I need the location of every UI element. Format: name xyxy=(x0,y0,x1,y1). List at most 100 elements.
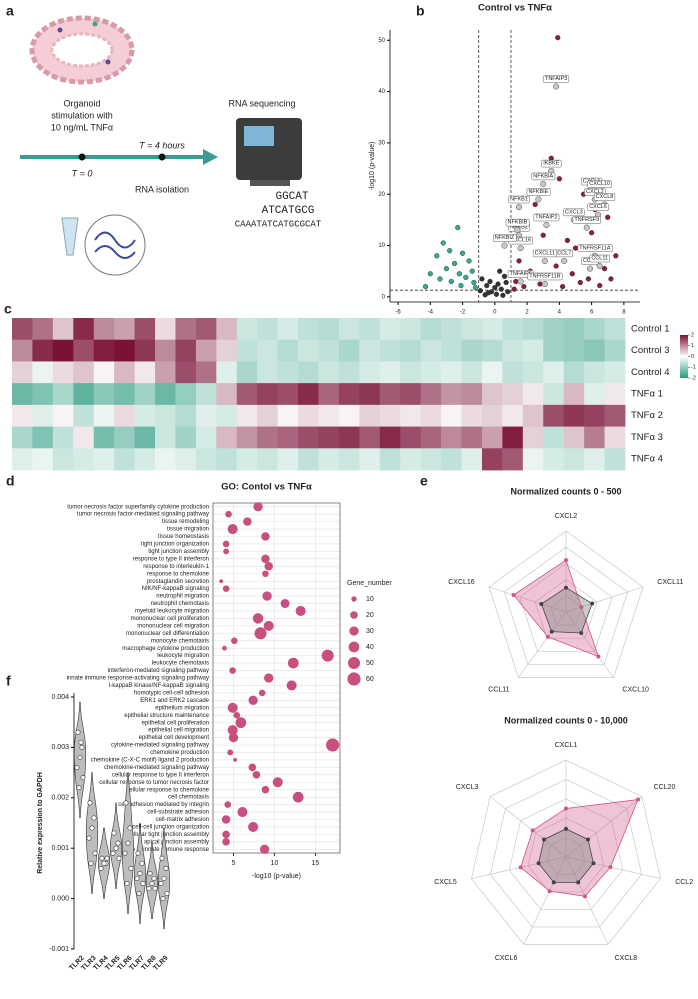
point xyxy=(77,754,83,760)
point xyxy=(136,891,142,897)
grid-ring xyxy=(471,759,661,945)
point xyxy=(521,284,527,290)
heatmap-cell xyxy=(338,383,360,406)
y-tick-label: 20 xyxy=(378,192,385,198)
grid-ring xyxy=(550,595,582,626)
heatmap-cell xyxy=(93,361,115,384)
colorbar-tick-label: -2 xyxy=(691,375,696,381)
legend-dot xyxy=(349,626,359,636)
dot xyxy=(233,711,241,719)
heatmap-cell xyxy=(73,448,95,471)
heatmap-cell xyxy=(216,361,238,384)
heatmap-cell xyxy=(175,404,197,427)
label-box xyxy=(493,234,517,242)
chart-title: Normalized counts 0 - 10,000 xyxy=(504,715,628,725)
category-label: tight junction organization xyxy=(141,542,209,548)
heatmap-cell xyxy=(257,361,279,384)
timepoint xyxy=(78,153,86,161)
dot xyxy=(295,605,306,617)
radar-area xyxy=(540,587,593,634)
plot-frame xyxy=(212,502,341,854)
radar-vertex xyxy=(536,861,541,866)
heatmap-cell xyxy=(175,361,197,384)
dot xyxy=(248,763,257,772)
y-tick-label: 10 xyxy=(378,243,385,249)
heatmap-cell xyxy=(359,361,381,384)
heatmap-cell xyxy=(134,448,156,471)
y-axis-label: Relative expression to GAPDH xyxy=(37,772,44,874)
heatmap-cell xyxy=(420,448,442,471)
grid-ring xyxy=(534,579,598,639)
point-label: CXCL10 xyxy=(589,181,610,187)
point-label: TNFAIP6 xyxy=(509,271,531,277)
colorbar-tick-label: 2 xyxy=(691,332,694,338)
point xyxy=(151,875,157,881)
point-label: IKBKE xyxy=(543,161,560,167)
point-label: TNFRSF11A xyxy=(579,245,610,251)
chart-title: GO: Contol vs TNFα xyxy=(221,482,312,493)
heatmap-cell xyxy=(502,318,524,341)
point xyxy=(485,290,491,296)
sequence-text: ATCATGCG xyxy=(262,205,315,217)
dot xyxy=(264,673,274,683)
heatmap-cell xyxy=(175,318,197,341)
radar-vertex xyxy=(596,654,601,659)
heatmap-cell xyxy=(318,361,340,384)
radar-vertex xyxy=(549,629,554,634)
heatmap-cell xyxy=(420,404,442,427)
category-label: homotypic cell-cell adhesion xyxy=(134,690,209,696)
heatmap-cell xyxy=(318,383,340,406)
point xyxy=(537,281,543,287)
point xyxy=(477,288,483,294)
category-label: cell-substrate adhesion xyxy=(147,810,209,816)
heatmap-cell xyxy=(318,404,340,427)
grid-ring xyxy=(489,779,643,928)
legend-title: Gene_number xyxy=(347,580,392,587)
spoke xyxy=(565,856,661,879)
category-label: tight junction assembly xyxy=(148,549,209,555)
y-tick-label: 0.001 xyxy=(51,845,69,852)
heatmap-cell xyxy=(522,339,544,362)
heatmap-cell xyxy=(522,426,544,449)
radar-vertex xyxy=(591,861,596,866)
category-label: activation of innate immune response xyxy=(110,847,210,853)
zoom-circle xyxy=(84,214,146,276)
heatmap-cell xyxy=(502,339,524,362)
point xyxy=(134,875,140,881)
radar-vertex xyxy=(608,865,613,870)
tube xyxy=(61,217,79,256)
heatmap-cell xyxy=(114,426,135,449)
heatmap-cell xyxy=(93,448,115,471)
schematic-text: T = 4 hours xyxy=(139,140,185,150)
radar-vertex xyxy=(585,837,590,842)
timeline-arrow xyxy=(203,149,218,165)
colorbar-tick-label: 0 xyxy=(691,354,694,360)
heatmap-cell xyxy=(359,448,381,471)
point xyxy=(459,250,466,256)
heatmap-cell xyxy=(114,318,135,341)
point xyxy=(152,886,158,892)
radar-vertex xyxy=(579,630,584,635)
category-label: cell-matrix adhesion xyxy=(156,817,209,823)
point xyxy=(517,245,524,252)
point xyxy=(115,840,121,846)
heatmap-cell xyxy=(134,426,156,449)
heatmap-cell xyxy=(298,426,319,449)
heatmap-cell xyxy=(584,426,605,449)
category-label: tissue migration xyxy=(167,527,209,533)
label-box xyxy=(532,249,557,258)
heatmap-cell xyxy=(543,318,565,341)
heatmap-cell xyxy=(32,339,54,362)
x-tick-label: 15 xyxy=(312,860,320,867)
legend-label: 30 xyxy=(366,628,374,635)
schematic-text: stimulation with xyxy=(51,110,113,120)
point xyxy=(532,201,538,208)
heatmap-cell xyxy=(481,339,503,362)
point xyxy=(88,860,94,866)
heatmap-cell xyxy=(420,383,442,406)
grid-ring xyxy=(488,530,644,678)
label-box xyxy=(543,75,569,83)
category-label: mononuclear cell proliferation xyxy=(131,616,209,622)
panel-label: e xyxy=(420,473,428,489)
point xyxy=(104,855,110,861)
